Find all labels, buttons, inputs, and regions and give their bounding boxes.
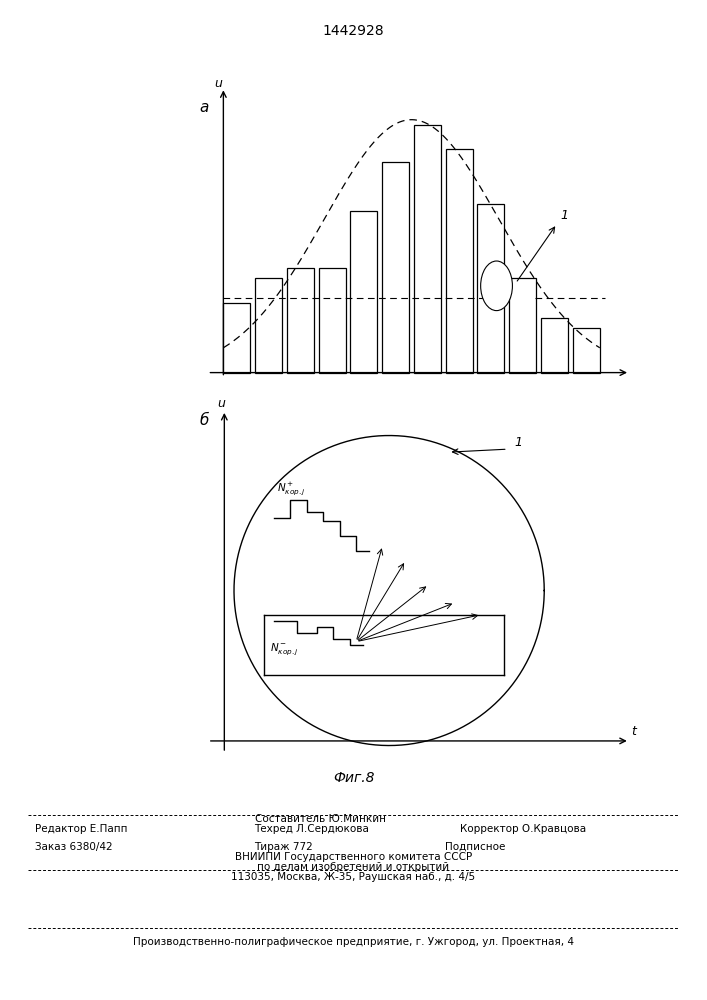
Bar xyxy=(477,204,505,373)
Bar xyxy=(351,211,378,373)
Bar xyxy=(255,278,282,373)
Text: u: u xyxy=(215,77,223,90)
Bar xyxy=(573,328,600,373)
Text: $N^+_{\kappa op.j}$: $N^+_{\kappa op.j}$ xyxy=(277,481,306,497)
Text: 1: 1 xyxy=(560,209,568,222)
Text: ВНИИПИ Государственного комитета СССР: ВНИИПИ Государственного комитета СССР xyxy=(235,852,472,862)
Text: 113035, Москва, Ж-35, Раушская наб., д. 4/5: 113035, Москва, Ж-35, Раушская наб., д. … xyxy=(231,872,476,882)
Text: a: a xyxy=(199,100,209,115)
Text: u: u xyxy=(217,397,225,410)
Text: Техред Л.Сердюкова: Техред Л.Сердюкова xyxy=(255,824,369,834)
Ellipse shape xyxy=(481,261,513,311)
Text: Подписное: Подписное xyxy=(445,842,506,852)
Text: Редактор Е.Папп: Редактор Е.Папп xyxy=(35,824,128,834)
Bar xyxy=(287,268,314,373)
Text: $N^-_{\kappa op.j}$: $N^-_{\kappa op.j}$ xyxy=(271,641,299,657)
Bar xyxy=(541,318,568,373)
Text: 1: 1 xyxy=(515,436,522,449)
Bar xyxy=(445,149,473,373)
Bar xyxy=(223,303,250,373)
Text: Производственно-полиграфическое предприятие, г. Ужгород, ул. Проектная, 4: Производственно-полиграфическое предприя… xyxy=(133,937,574,947)
Text: б: б xyxy=(199,413,209,428)
Bar xyxy=(382,162,409,373)
Text: Корректор О.Кравцова: Корректор О.Кравцова xyxy=(460,824,585,834)
Text: t: t xyxy=(631,725,636,738)
Text: Тираж 772: Тираж 772 xyxy=(255,842,313,852)
Text: по делам изобретений и открытий: по делам изобретений и открытий xyxy=(257,862,450,872)
Bar xyxy=(414,125,441,373)
Bar xyxy=(319,268,346,373)
Text: 1442928: 1442928 xyxy=(322,24,385,38)
Bar xyxy=(509,278,536,373)
Text: Заказ 6380/42: Заказ 6380/42 xyxy=(35,842,113,852)
Text: Фиг.8: Фиг.8 xyxy=(333,771,374,785)
Text: Составитель Ю.Минкин: Составитель Ю.Минкин xyxy=(255,814,385,824)
